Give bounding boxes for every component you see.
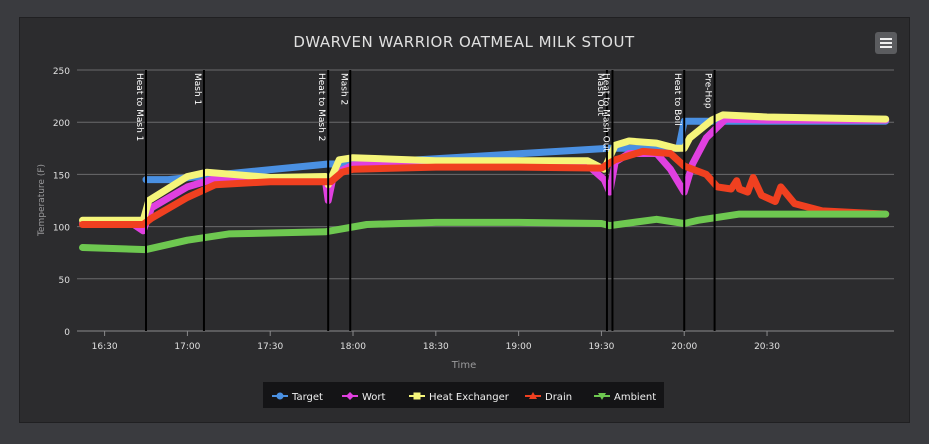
event-marker-label: Heat to Mash 2 [316, 73, 326, 141]
hamburger-icon [880, 46, 892, 48]
series-line-target [142, 117, 890, 184]
x-tick-label: 18:00 [340, 342, 366, 352]
event-marker-label: Pre-Hop [703, 73, 713, 109]
legend-label: Drain [545, 392, 572, 403]
event-marker-label: Mash 1 [192, 73, 202, 105]
series-line-drain [79, 147, 890, 228]
x-tick-label: 17:00 [174, 342, 200, 352]
y-tick-label: 200 [53, 119, 70, 129]
series-line-ambient [79, 210, 890, 254]
x-tick-label: 20:30 [754, 342, 780, 352]
legend-marker-triangle-icon [529, 392, 537, 399]
y-tick-label: 100 [53, 224, 70, 234]
legend-label: Target [291, 392, 323, 403]
x-tick-label: 16:30 [92, 342, 118, 352]
hamburger-icon [880, 38, 892, 40]
event-marker-label: Heat to Mash Out [600, 73, 610, 152]
y-tick-label: 250 [53, 67, 70, 77]
x-tick-label: 20:00 [671, 342, 697, 352]
x-axis-title: Time [451, 360, 476, 371]
x-tick-label: 19:00 [506, 342, 532, 352]
y-axis-title: Temperature (F) [37, 164, 47, 237]
legend-marker-diamond-icon [346, 392, 354, 400]
chart-menu-button[interactable] [875, 32, 897, 54]
event-marker-label: Mash Out [595, 73, 605, 116]
x-tick-label: 18:30 [423, 342, 449, 352]
legend-label: Ambient [614, 392, 656, 403]
y-tick-label: 50 [59, 276, 71, 286]
legend-label: Heat Exchanger [429, 392, 510, 403]
y-tick-label: 0 [64, 328, 70, 338]
legend-marker-circle-icon [276, 392, 284, 400]
legend-marker-triangle-down-icon [598, 393, 606, 400]
x-tick-label: 19:30 [588, 342, 614, 352]
chart-title: DWARVEN WARRIOR OATMEAL MILK STOUT [293, 33, 635, 51]
hamburger-icon [880, 42, 892, 44]
event-marker-label: Heat to Boil [672, 73, 682, 126]
event-marker-label: Mash 2 [338, 73, 348, 105]
y-tick-label: 150 [53, 171, 70, 181]
legend-marker-square-icon [413, 392, 421, 400]
event-marker-label: Heat to Mash 1 [134, 73, 144, 141]
legend-label: Wort [362, 392, 386, 403]
x-tick-label: 17:30 [257, 342, 283, 352]
